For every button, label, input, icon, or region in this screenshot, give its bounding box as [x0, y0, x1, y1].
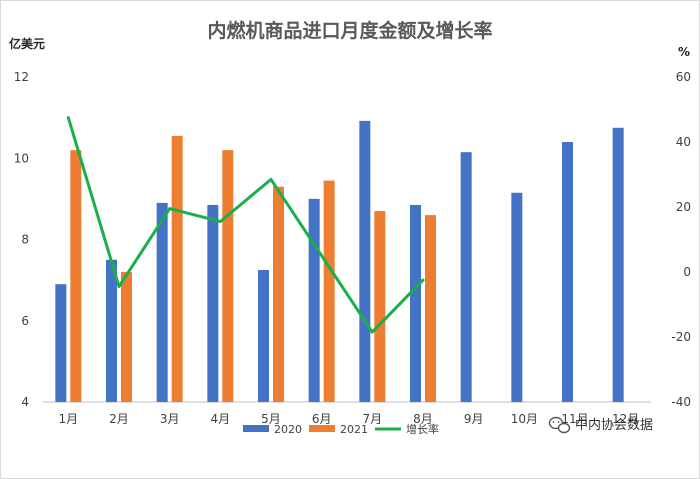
right-axis-tick: -40	[671, 395, 691, 409]
bar-2020	[308, 198, 320, 402]
watermark: 中内协会数据	[548, 416, 653, 434]
right-axis-tick: 60	[676, 70, 691, 84]
bar-2021	[121, 272, 132, 402]
x-axis-tick: 1月	[59, 412, 79, 426]
bar-2020	[258, 269, 269, 402]
x-axis-tick: 10月	[511, 412, 538, 426]
right-axis-tick: 20	[676, 200, 691, 214]
chart-title: 内燃机商品进口月度金额及增长率	[207, 19, 492, 42]
left-axis-tick: 8	[21, 233, 29, 247]
bar-2020	[410, 204, 421, 402]
bar-2020	[511, 192, 523, 402]
bar-2021	[273, 186, 284, 402]
bar-2020	[106, 259, 117, 402]
x-axis-tick: 2月	[109, 412, 129, 426]
bar-2020	[562, 142, 573, 402]
bar-2021	[171, 135, 183, 402]
legend-label: 增长率	[406, 422, 439, 436]
bar-2021	[323, 180, 335, 402]
bar-2020	[460, 152, 472, 402]
left-axis-tick: 12	[14, 70, 29, 84]
legend-swatch-2020	[243, 425, 269, 432]
right-axis-tick: 40	[676, 135, 691, 149]
x-axis-tick: 3月	[160, 412, 180, 426]
left-axis-tick: 10	[14, 151, 29, 165]
x-axis-tick: 7月	[363, 412, 383, 426]
plot-area: 4 6 8 10 12 -40 -20 0 20 40 60 1月 2月 3月 4月 5月 6月 7月 8月 9月 10…	[14, 70, 691, 426]
legend-label: 2020	[274, 423, 302, 436]
line-growth-rate	[66, 116, 425, 334]
watermark-text: 中内协会数据	[575, 417, 653, 433]
legend-label: 2021	[340, 423, 368, 436]
right-axis-tick: -20	[671, 330, 691, 344]
x-axis-tick: 12月	[612, 412, 639, 426]
bar-2020	[359, 120, 371, 402]
bar-2020	[612, 127, 624, 402]
left-axis-tick: 6	[21, 314, 29, 328]
bar-2021	[222, 150, 234, 402]
legend: 2020 2021 增长率	[243, 422, 439, 436]
x-axis-tick: 8月	[413, 412, 433, 426]
wechat-icon	[548, 416, 571, 434]
x-axis-tick: 4月	[211, 412, 231, 426]
x-axis-tick: 5月	[261, 412, 281, 426]
right-axis-unit: %	[678, 45, 690, 59]
right-axis-tick: 0	[683, 265, 691, 279]
bar-2021	[70, 150, 82, 402]
left-axis-tick: 4	[21, 395, 29, 409]
bar-2020	[55, 284, 67, 402]
left-axis-unit: 亿美元	[9, 36, 45, 51]
x-axis-tick: 9月	[464, 412, 484, 426]
bar-2021	[425, 215, 436, 402]
bar-2020	[207, 204, 219, 402]
bar-2021	[374, 211, 386, 402]
x-axis-tick: 6月	[312, 412, 332, 426]
legend-swatch-2021	[309, 425, 335, 432]
bar-2020	[156, 202, 168, 402]
x-axis-tick: 11月	[561, 412, 588, 426]
